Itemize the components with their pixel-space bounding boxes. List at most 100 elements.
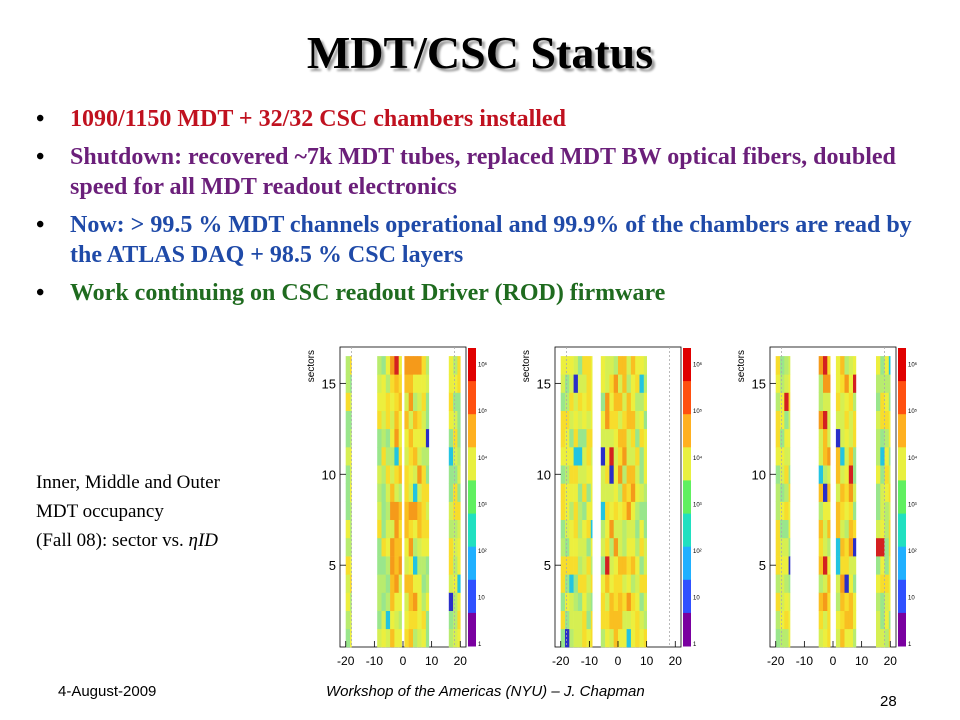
heatmap-cell — [639, 628, 645, 648]
heatmap-cell — [788, 501, 791, 520]
heatmap-cell — [775, 410, 781, 430]
heatmap-cell — [565, 537, 570, 557]
color-scale-segment — [683, 447, 691, 481]
heatmap-cell — [404, 556, 409, 575]
heatmap-cell — [643, 374, 647, 393]
heatmap-cell — [398, 356, 402, 375]
heatmap-cell — [573, 483, 579, 502]
heatmap-cell — [350, 519, 352, 539]
heatmap-cell — [425, 428, 430, 448]
heatmap-cell — [385, 465, 391, 484]
heatmap-cell — [582, 428, 587, 448]
heatmap-cell — [577, 392, 583, 411]
heatmap-cell — [573, 556, 579, 575]
heatmap-cell — [853, 501, 857, 520]
heatmap-cell — [775, 556, 781, 575]
heatmap-cell — [345, 374, 351, 393]
heatmap-cell — [780, 574, 785, 593]
color-scale-segment — [683, 381, 691, 415]
heatmap-cell — [577, 519, 583, 539]
heatmap-cell — [876, 592, 881, 611]
heatmap-cell — [880, 356, 885, 375]
heatmap-cell — [394, 501, 399, 520]
heatmap-cell — [613, 556, 619, 575]
heatmap-cell — [844, 628, 850, 648]
heatmap-cell — [848, 628, 854, 648]
heatmap-cell — [844, 556, 850, 575]
heatmap-cell — [780, 428, 785, 448]
heatmap-cell — [453, 574, 458, 593]
heatmap-cell — [586, 592, 592, 611]
heatmap-cell — [635, 519, 640, 539]
heatmap-cell — [565, 610, 570, 630]
heatmap-cell — [590, 447, 593, 466]
heatmap-cell — [573, 356, 579, 375]
color-scale-segment — [683, 414, 691, 448]
heatmap-cell — [457, 574, 461, 593]
color-scale-segment — [468, 414, 476, 448]
heatmap-cell — [827, 592, 831, 611]
heatmap-cell — [408, 483, 414, 502]
heatmap-cell — [573, 501, 579, 520]
heatmap-cell — [404, 574, 409, 593]
heatmap-cell — [618, 537, 623, 557]
heatmap-cell — [840, 501, 845, 520]
heatmap-cell — [404, 519, 409, 539]
occupancy-plot-svg: 1 10 10² 10³ 10⁴ 10⁵ 10⁶ -20 -10 0 10 20 5 10 15 sector… — [306, 346, 488, 668]
heatmap-cell — [381, 374, 387, 393]
color-scale-segment — [898, 513, 906, 548]
heatmap-cell — [613, 374, 619, 393]
heatmap-cell — [457, 556, 461, 575]
heatmap-cell — [385, 447, 391, 466]
heatmap-cell — [586, 519, 592, 539]
heatmap-cell — [590, 465, 593, 484]
z-tick-label: 10⁴ — [908, 455, 918, 462]
heatmap-cell — [618, 610, 623, 630]
heatmap-cell — [635, 628, 640, 648]
heatmap-cell — [605, 628, 610, 648]
x-tick-label: 20 — [454, 654, 468, 668]
heatmap-cell — [788, 356, 791, 375]
heatmap-cell — [827, 519, 831, 539]
heatmap-cell — [448, 610, 454, 630]
heatmap-cell — [377, 537, 382, 557]
heatmap-cell — [421, 465, 427, 484]
heatmap-cells — [345, 356, 461, 648]
heatmap-cell — [377, 519, 382, 539]
heatmap-cell — [381, 501, 387, 520]
heatmap-cell — [775, 392, 781, 411]
heatmap-cell — [408, 628, 414, 648]
heatmap-cell — [350, 610, 352, 630]
heatmap-cell — [840, 537, 845, 557]
heatmap-cell — [381, 610, 387, 630]
heatmap-cell — [457, 428, 461, 448]
footer-page-number: 28 — [880, 693, 897, 710]
heatmap-cell — [457, 628, 461, 648]
heatmap-cell — [630, 410, 636, 430]
heatmap-cell — [639, 610, 645, 630]
heatmap-cell — [784, 483, 789, 502]
heatmap-cell — [609, 356, 614, 375]
heatmap-cell — [413, 592, 418, 611]
heatmap-cell — [780, 628, 785, 648]
heatmap-cell — [413, 501, 418, 520]
heatmap-cell — [888, 447, 891, 466]
heatmap-cell — [569, 519, 574, 539]
heatmap-cell — [605, 392, 610, 411]
heatmap-cell — [818, 465, 824, 484]
heatmap-cell — [404, 501, 409, 520]
heatmap-cell — [413, 374, 418, 393]
heatmap-cell — [780, 392, 785, 411]
heatmap-cell — [888, 410, 891, 430]
heatmap-cell — [398, 592, 402, 611]
heatmap-cell — [582, 628, 587, 648]
heatmap-cell — [448, 374, 454, 393]
heatmap-cell — [390, 574, 395, 593]
heatmap-cell — [639, 392, 645, 411]
heatmap-cell — [582, 556, 587, 575]
x-tick-label: 0 — [400, 654, 407, 668]
heatmap-cell — [350, 483, 352, 502]
heatmap-cell — [377, 410, 382, 430]
heatmap-cell — [565, 628, 570, 648]
heatmap-cell — [630, 465, 636, 484]
